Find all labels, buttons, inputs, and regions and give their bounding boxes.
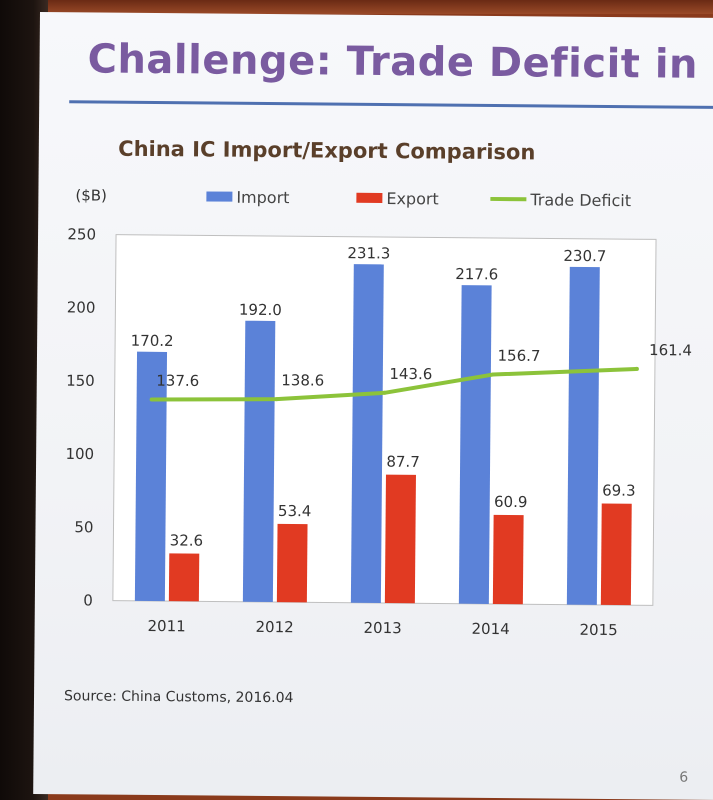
import-bar	[566, 266, 600, 605]
y-tick-label: 200	[67, 298, 96, 316]
import-bar	[458, 285, 492, 604]
photo-top-edge	[0, 0, 713, 14]
trade-deficit-point	[490, 372, 495, 377]
y-tick-label: 250	[67, 225, 96, 243]
trade-deficit-point	[382, 390, 387, 395]
trade-deficit-point	[274, 397, 279, 402]
x-tick-label: 2015	[579, 621, 617, 639]
y-tick-label: 100	[65, 445, 94, 463]
trade-deficit-data-label: 143.6	[389, 365, 432, 383]
trade-deficit-data-label: 137.6	[156, 372, 199, 390]
export-data-label: 87.7	[386, 453, 420, 471]
import-data-label: 170.2	[131, 332, 174, 350]
export-data-label: 32.6	[170, 531, 204, 549]
source-note: Source: China Customs, 2016.04	[63, 688, 294, 707]
y-tick-label: 0	[83, 591, 93, 609]
trade-deficit-data-label: 138.6	[281, 371, 324, 389]
import-data-label: 231.3	[347, 244, 390, 262]
import-bar	[242, 320, 276, 603]
export-data-label: 60.9	[494, 493, 528, 511]
trade-deficit-point	[149, 397, 154, 402]
x-tick-label: 2011	[147, 617, 185, 635]
trade-deficit-data-label: 161.4	[649, 341, 692, 359]
import-bar	[350, 264, 384, 603]
export-bar	[492, 514, 524, 605]
export-data-label: 69.3	[602, 481, 636, 499]
export-data-label: 53.4	[278, 502, 312, 520]
x-tick-label: 2014	[471, 620, 509, 638]
import-data-label: 192.0	[239, 301, 282, 319]
import-data-label: 230.7	[563, 247, 606, 265]
chart-plot: 0 50 100 150 200 250 170.2 32.6 2011 192.0 53.4 201…	[65, 225, 692, 639]
x-tick-label: 2012	[255, 618, 293, 636]
x-tick-label: 2013	[363, 619, 401, 637]
trade-deficit-data-label: 156.7	[497, 347, 540, 365]
y-tick-label: 50	[74, 518, 93, 536]
export-bar	[600, 503, 632, 606]
import-data-label: 217.6	[455, 265, 498, 283]
import-bar	[134, 351, 168, 602]
trade-deficit-point	[634, 366, 639, 371]
slide: Challenge: Trade Deficit in Se China IC …	[33, 12, 713, 800]
page-number: 6	[679, 769, 689, 786]
y-tick-label: 150	[66, 372, 95, 390]
export-bar	[168, 553, 200, 602]
export-bar	[276, 523, 308, 603]
export-bar	[384, 474, 416, 604]
